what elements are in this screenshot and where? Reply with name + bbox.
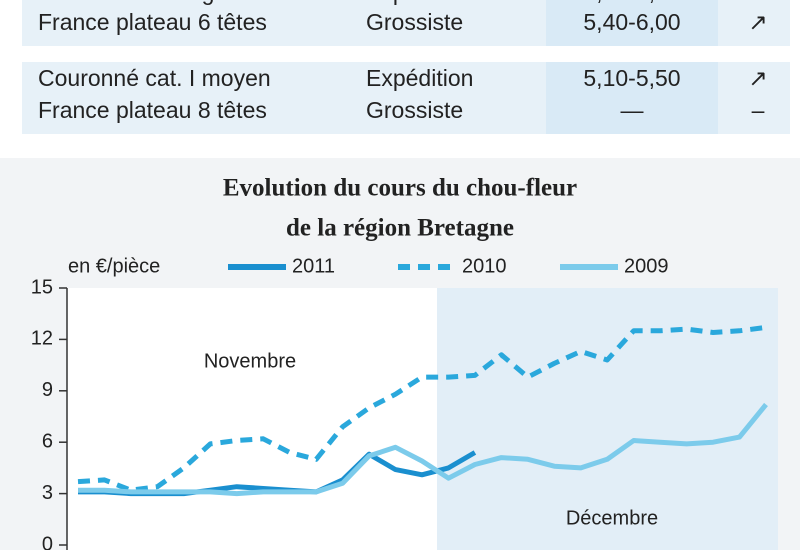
table-cell: Expédition (366, 0, 473, 5)
table-cell: Expédition (366, 65, 473, 91)
y-tick-label: 0 (42, 533, 53, 550)
table-cell: Couronné cat. I gros (38, 0, 246, 5)
series-line (78, 402, 768, 497)
trend: ↗ (748, 0, 767, 5)
table-cell: — (621, 97, 644, 123)
trend: ↗ (748, 65, 767, 91)
month-shade (67, 288, 437, 550)
chart-title: Evolution du cours du chou-fleur (223, 175, 577, 202)
table-cell: France plateau 8 têtes (38, 97, 267, 123)
legend-label: 2011 (292, 255, 335, 277)
table-cell: Couronné cat. I moyen (38, 65, 271, 91)
table-cell: Grossiste (366, 9, 463, 35)
table-cell: Grossiste (366, 97, 463, 123)
legend-label: 2009 (624, 255, 669, 277)
y-tick-label: 12 (31, 328, 53, 350)
price-column (546, 62, 718, 134)
series-line (77, 324, 767, 493)
annotation: Décembre (566, 507, 658, 529)
y-tick-label: 3 (42, 482, 53, 504)
table-cell: France plateau 6 têtes (38, 9, 267, 35)
table-cell: 5,10-5,50 (583, 65, 680, 91)
annotation: Novembre (204, 350, 296, 372)
y-tick-label: 15 (31, 276, 53, 298)
legend-label: 2010 (462, 255, 507, 277)
y-tick-label: 6 (42, 430, 53, 452)
price-column (546, 0, 718, 46)
trend: ↗ (748, 9, 767, 35)
table-cell: 5,70-5,90 (583, 0, 680, 5)
table-cell: 5,40-6,00 (583, 9, 680, 35)
y-tick-label: 9 (42, 379, 53, 401)
trend: – (752, 97, 765, 123)
y-axis-label: en €/pièce (68, 255, 160, 277)
chart-title: de la région Bretagne (286, 215, 514, 242)
